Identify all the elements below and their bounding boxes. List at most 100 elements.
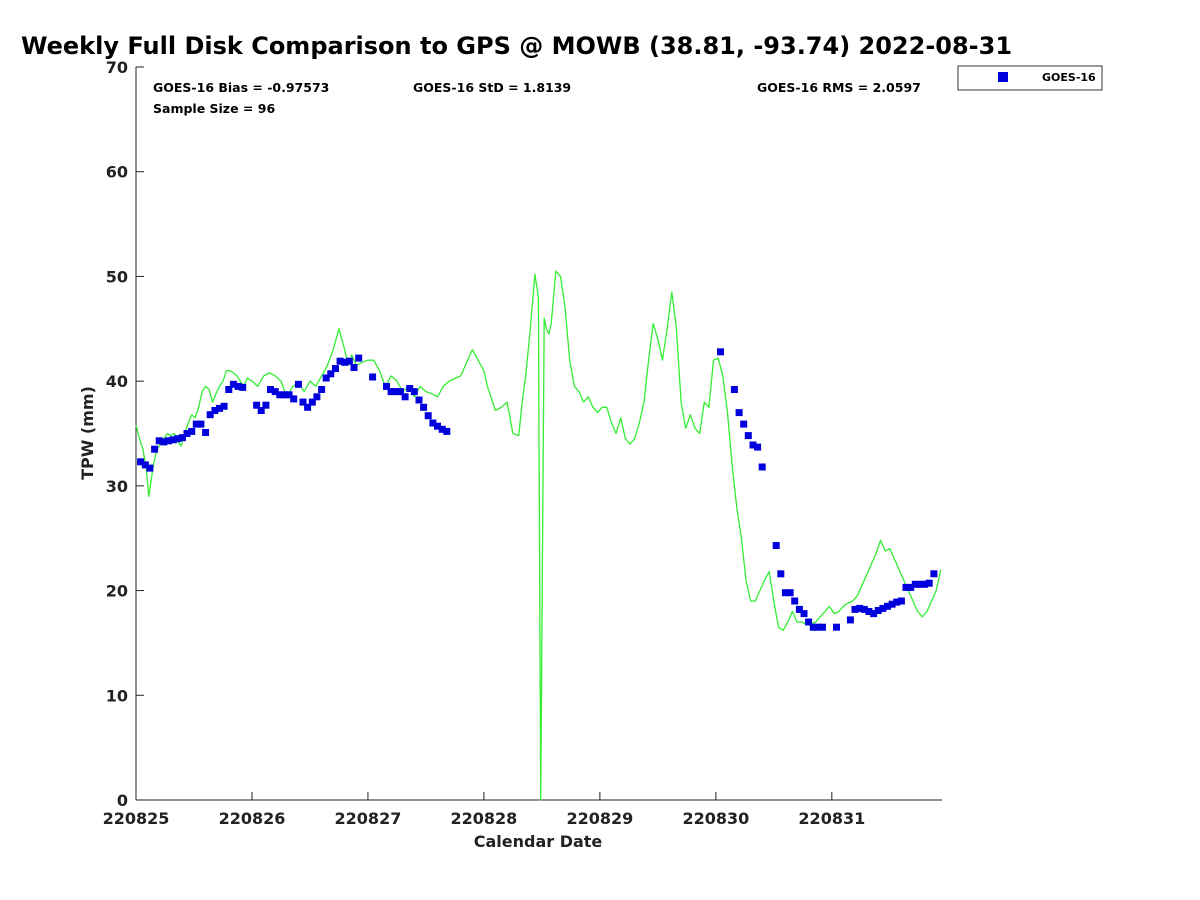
goes-point [308, 398, 316, 406]
goes-series [137, 348, 938, 631]
goes-point [814, 623, 822, 631]
goes-point [318, 386, 326, 393]
axes: 0 10 20 30 40 50 60 70 220825 220826 220827 220828 2… [103, 58, 942, 828]
goes-point [341, 358, 349, 366]
goes-point [443, 427, 451, 435]
x-tick-label: 220825 [103, 809, 170, 828]
goes-point [740, 420, 748, 428]
goes-point [322, 374, 330, 382]
goes-point [197, 420, 205, 428]
legend-label: GOES-16 [1042, 71, 1096, 84]
goes-point [777, 570, 785, 578]
goes-point [178, 434, 186, 442]
goes-point [805, 618, 813, 626]
goes-point [916, 580, 924, 588]
goes-point [744, 432, 752, 440]
x-tick-label: 220828 [451, 809, 518, 828]
x-tick-label: 220830 [682, 809, 749, 828]
goes-point [141, 461, 149, 469]
goes-point [874, 607, 882, 614]
goes-point [174, 435, 182, 443]
goes-point [396, 388, 404, 396]
goes-point [369, 373, 377, 381]
y-axis-label: TPW (mm) [78, 386, 97, 480]
goes-point [169, 436, 177, 444]
goes-point [911, 580, 919, 588]
std-stat: GOES-16 StD = 1.8139 [413, 80, 571, 95]
goes-point [819, 623, 826, 631]
goes-point [921, 580, 929, 588]
goes-point [285, 391, 293, 399]
goes-point [897, 597, 905, 605]
goes-point [155, 437, 163, 445]
goes-point [735, 409, 743, 417]
goes-point [415, 396, 423, 404]
goes-point [884, 602, 891, 610]
goes-point [749, 441, 757, 449]
goes-point [336, 357, 344, 365]
goes-point [137, 458, 145, 466]
rms-stat: GOES-16 RMS = 2.0597 [757, 80, 921, 95]
goes-point [355, 354, 363, 362]
goes-point [833, 623, 840, 631]
goes-point [800, 610, 808, 618]
goes-point [290, 395, 298, 403]
goes-point [262, 401, 270, 409]
goes-point [893, 598, 901, 606]
goes-point [188, 427, 196, 435]
goes-point [267, 386, 274, 393]
goes-point [220, 402, 228, 410]
x-tick-label: 220826 [219, 809, 286, 828]
goes-point [165, 437, 172, 445]
goes-point [860, 605, 868, 613]
goes-point [387, 388, 395, 396]
sample-size-stat: Sample Size = 96 [153, 101, 275, 116]
goes-point [229, 380, 237, 388]
goes-point [717, 348, 724, 356]
goes-point [401, 393, 409, 401]
x-tick-label: 220827 [335, 809, 402, 828]
goes-point [438, 425, 446, 433]
goes-point [809, 623, 817, 631]
goes-point [791, 597, 799, 605]
goes-point [865, 608, 873, 615]
goes-point [327, 370, 335, 378]
goes-point [758, 463, 766, 471]
goes-point [907, 583, 915, 591]
goes-point [851, 605, 859, 613]
goes-point [276, 391, 284, 399]
goes-point [216, 404, 223, 412]
goes-point [299, 398, 307, 406]
goes-point [888, 600, 896, 608]
goes-point [879, 604, 887, 612]
goes-point [160, 438, 168, 446]
x-tick-label: 220831 [798, 809, 865, 828]
goes-point [206, 411, 214, 419]
goes-point [420, 403, 428, 411]
legend: GOES-16 [957, 65, 1103, 91]
goes-point [870, 610, 878, 618]
goes-point [192, 420, 200, 428]
goes-point [925, 579, 933, 587]
goes-point [856, 604, 864, 612]
goes-point [332, 365, 339, 373]
y-tick-label: 70 [106, 58, 128, 77]
goes-point [239, 383, 247, 391]
y-tick-label: 40 [106, 372, 128, 391]
goes-point [151, 445, 159, 453]
goes-point [424, 412, 432, 420]
goes-point [772, 542, 780, 549]
goes-point [225, 386, 233, 393]
goes-point [786, 589, 794, 597]
goes-point [902, 583, 910, 591]
chart-title: Weekly Full Disk Comparison to GPS @ MOW… [21, 32, 1012, 60]
goes-point [257, 407, 265, 414]
goes-point [294, 380, 302, 388]
goes-point [313, 393, 321, 401]
y-tick-label: 20 [106, 582, 128, 601]
goes-point [754, 443, 762, 451]
legend-box [957, 65, 1103, 91]
goes-point [406, 385, 414, 392]
goes-point [795, 605, 803, 613]
